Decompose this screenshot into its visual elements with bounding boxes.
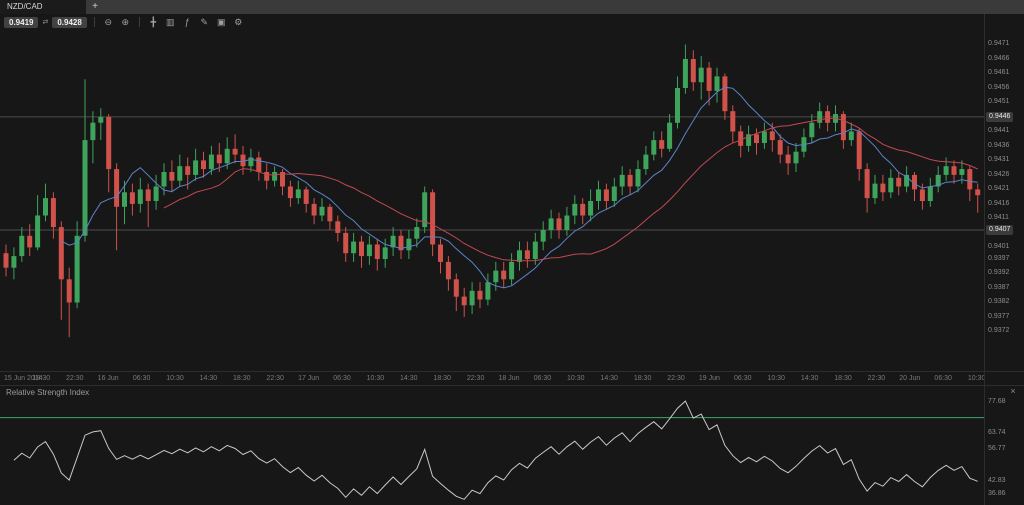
time-axis-label: 22:30 (667, 375, 685, 382)
time-axis-label: 10:30 (366, 375, 385, 382)
time-axis-label: 10:30 (767, 375, 785, 382)
chart-toolbar: 0.9419 ⇄ 0.9428 ⊖ ⊕ ╋ ▥ ƒ ✎ ▣ ⚙ (0, 14, 1024, 30)
rsi-close-button[interactable]: × (1010, 386, 1016, 396)
time-axis-label: 19 Jun (698, 375, 720, 382)
snapshot-icon[interactable]: ▣ (217, 17, 226, 27)
rsi-axis-label: 63.74 (988, 429, 1006, 437)
spread-icon: ⇄ (42, 19, 49, 26)
rsi-panel-title: Relative Strength Index (6, 388, 90, 397)
rsi-panel-divider (0, 385, 1024, 386)
buy-price-button[interactable]: 0.9428 (52, 16, 87, 28)
settings-icon[interactable]: ⚙ (234, 17, 243, 27)
zoom-in-icon[interactable]: ⊕ (121, 17, 130, 27)
price-axis-label: 0.9392 (988, 269, 1010, 277)
rsi-chart[interactable] (0, 392, 984, 503)
candlestick-chart[interactable] (0, 30, 984, 372)
price-axis-label: 0.9461 (988, 69, 1010, 77)
time-axis-label: 22:30 (66, 375, 84, 382)
time-axis-label: 22:30 (466, 375, 485, 382)
time-axis-label: 22:30 (266, 375, 284, 382)
tab-bar: NZD/CAD + (0, 0, 1024, 14)
time-axis-label: 18 Jun (498, 375, 520, 382)
time-axis-label: 16 Jun (97, 375, 119, 382)
price-axis-label: 0.9441 (988, 127, 1010, 135)
price-axis-label: 0.9451 (988, 98, 1010, 106)
zoom-out-icon[interactable]: ⊖ (104, 17, 113, 27)
time-axis-label: 10:30 (967, 375, 986, 382)
price-axis[interactable]: 0.9471 0.9466 0.9461 0.9456 0.9451 0.9441 0.94… (985, 30, 1024, 372)
time-axis-label: 06:30 (132, 375, 151, 382)
price-axis-label: 0.9421 (988, 185, 1010, 193)
price-axis-label: 0.9411 (988, 214, 1009, 222)
indicator-icon[interactable]: ƒ (184, 17, 190, 27)
time-axis-label: 14:30 (600, 375, 618, 382)
chart-time-axis-divider (0, 371, 1024, 372)
time-axis-label: 17 Jun (298, 375, 320, 382)
price-axis-label: 0.9382 (988, 298, 1010, 306)
price-axis-label: 0.9466 (988, 54, 1010, 62)
time-axis-label: 06:30 (734, 375, 752, 382)
rsi-axis-label: 77.68 (988, 397, 1006, 405)
time-axis-label: 14:30 (199, 375, 218, 382)
time-axis-label: 18:30 (233, 375, 251, 382)
price-axis-label: 0.9377 (988, 312, 1010, 320)
time-axis-label: 18:30 (433, 375, 451, 382)
time-axis-label: 22:30 (867, 375, 886, 382)
rsi-axis[interactable]: 77.68 63.74 56.77 42.83 36.86 (985, 392, 1024, 503)
tab-nzdcad[interactable]: NZD/CAD (0, 0, 86, 14)
crosshair-icon[interactable]: ╋ (150, 17, 157, 27)
price-axis-label: 0.9436 (988, 141, 1010, 149)
price-axis-label: 0.9426 (988, 170, 1010, 178)
time-axis-label: 18:30 (834, 375, 852, 382)
rsi-axis-label: 42.83 (988, 476, 1006, 484)
time-axis-label: 18:30 (633, 375, 652, 382)
time-axis-label: 20 Jun (899, 375, 921, 382)
price-axis-label: 0.9387 (988, 283, 1010, 291)
time-axis-label: 06:30 (333, 375, 351, 382)
time-axis-label: 14:30 (800, 375, 819, 382)
new-tab-button[interactable]: + (92, 1, 98, 12)
axis-border-line (984, 14, 985, 505)
price-line-badge: 0.9446 (986, 111, 1014, 122)
toolbar-separator (93, 17, 95, 27)
price-axis-label: 0.9401 (988, 243, 1010, 251)
price-axis-label: 0.9397 (988, 254, 1010, 262)
price-axis-label: 0.9372 (988, 327, 1010, 335)
price-axis-label: 0.9416 (988, 199, 1010, 207)
time-axis-label: 14:30 (400, 375, 418, 382)
price-axis-label: 0.9456 (988, 83, 1010, 91)
time-axis-label: 15 Jun 2014 (4, 375, 43, 382)
time-axis-label: 06:30 (533, 375, 552, 382)
sell-price-button[interactable]: 0.9419 (4, 16, 39, 28)
price-line-badge: 0.9407 (986, 224, 1014, 235)
time-axis-label: 06:30 (934, 375, 952, 382)
time-axis[interactable]: 15 Jun 2014 18:30 22:30 16 Jun 06:30 10:30 14:… (0, 372, 986, 386)
rsi-axis-label: 56.77 (988, 445, 1006, 453)
drawing-tools-icon[interactable]: ✎ (200, 17, 209, 27)
time-axis-label: 10:30 (166, 375, 184, 382)
time-axis-label: 10:30 (567, 375, 585, 382)
price-axis-label: 0.9431 (988, 156, 1010, 164)
price-axis-label: 0.9471 (988, 40, 1010, 48)
chart-type-icon[interactable]: ▥ (166, 17, 175, 27)
toolbar-separator (138, 17, 140, 27)
rsi-axis-label: 36.86 (988, 490, 1006, 498)
time-axis-label: 18:30 (32, 375, 51, 382)
